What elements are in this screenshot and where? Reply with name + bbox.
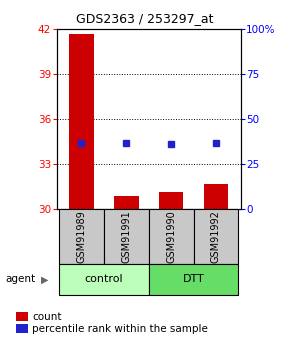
Bar <box>114 196 139 209</box>
Text: GSM91992: GSM91992 <box>211 210 221 263</box>
Text: percentile rank within the sample: percentile rank within the sample <box>32 324 208 334</box>
Text: GSM91991: GSM91991 <box>121 210 131 263</box>
Text: control: control <box>84 275 123 284</box>
Bar <box>59 209 104 264</box>
Bar <box>204 184 228 209</box>
Bar <box>193 209 238 264</box>
Bar <box>148 264 238 295</box>
Text: DTT: DTT <box>183 275 204 284</box>
Bar <box>69 34 94 209</box>
Text: GSM91990: GSM91990 <box>166 210 176 263</box>
Bar <box>148 209 193 264</box>
Text: GSM91989: GSM91989 <box>76 210 86 263</box>
Bar <box>59 264 149 295</box>
Bar <box>104 209 148 264</box>
Text: GDS2363 / 253297_at: GDS2363 / 253297_at <box>76 12 214 25</box>
Bar <box>159 191 184 209</box>
Text: ▶: ▶ <box>41 275 49 284</box>
Text: count: count <box>32 312 61 322</box>
Text: agent: agent <box>6 275 36 284</box>
